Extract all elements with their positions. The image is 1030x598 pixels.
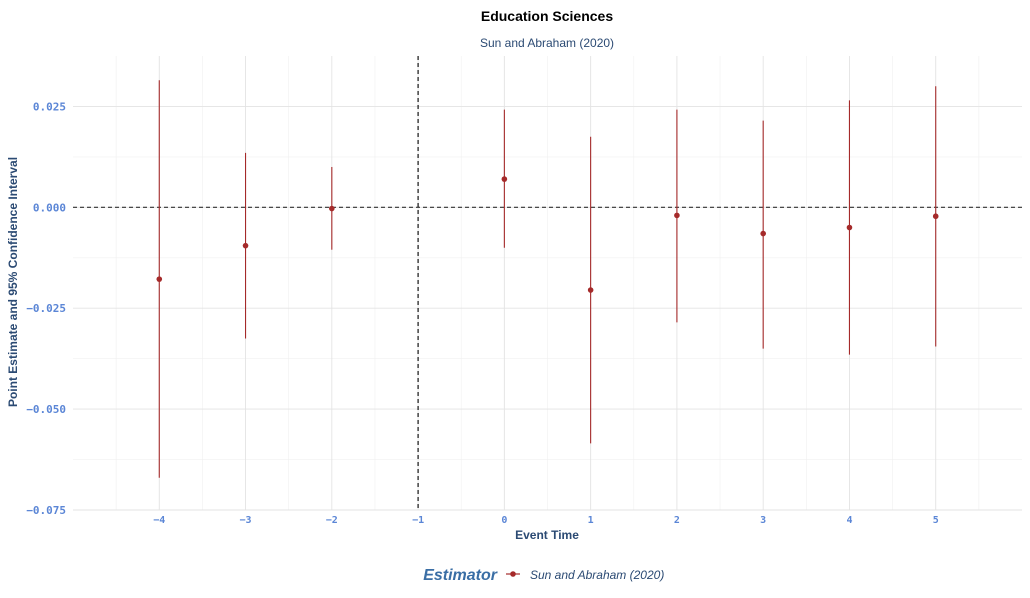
series-sun-abraham bbox=[156, 80, 939, 478]
point-estimate bbox=[329, 205, 335, 212]
x-tick-label: 4 bbox=[846, 515, 852, 526]
point-estimate bbox=[242, 242, 249, 249]
chart-subtitle: Sun and Abraham (2020) bbox=[480, 36, 614, 50]
x-axis-label: Event Time bbox=[515, 528, 579, 542]
legend: Estimator Sun and Abraham (2020) bbox=[423, 567, 664, 584]
point-estimate bbox=[674, 212, 680, 219]
y-tick-label: 0.000 bbox=[33, 201, 66, 214]
x-axis-ticks: −4 −3 −2 −1 0 1 2 3 4 5 bbox=[153, 515, 938, 526]
point-estimate bbox=[156, 276, 163, 282]
x-tick-label: −2 bbox=[326, 515, 338, 526]
legend-entry-label: Sun and Abraham (2020) bbox=[530, 568, 664, 582]
x-tick-label: 5 bbox=[933, 515, 939, 526]
x-tick-label: 1 bbox=[588, 515, 594, 526]
grid-lines bbox=[73, 56, 1022, 511]
chart-title: Education Sciences bbox=[481, 8, 613, 24]
x-tick-label: −3 bbox=[240, 515, 252, 526]
y-axis-ticks: −0.075 −0.050 −0.025 0.000 0.025 bbox=[26, 100, 66, 517]
point-estimate bbox=[932, 213, 939, 220]
x-tick-label: −4 bbox=[153, 515, 165, 526]
y-tick-label: −0.075 bbox=[26, 504, 66, 517]
y-tick-label: −0.050 bbox=[26, 403, 66, 416]
point-estimate bbox=[760, 230, 766, 237]
x-tick-label: 2 bbox=[674, 515, 680, 526]
legend-key-point bbox=[510, 571, 516, 577]
y-tick-label: −0.025 bbox=[26, 302, 66, 315]
point-estimate bbox=[587, 287, 594, 293]
x-tick-label: 3 bbox=[760, 515, 766, 526]
point-estimate bbox=[501, 176, 508, 182]
x-tick-label: 0 bbox=[501, 515, 507, 526]
y-axis-label: Point Estimate and 95% Confidence Interv… bbox=[6, 157, 20, 407]
point-estimate bbox=[846, 224, 853, 231]
legend-title: Estimator bbox=[423, 567, 498, 584]
y-tick-label: 0.025 bbox=[33, 100, 66, 113]
x-tick-label: −1 bbox=[412, 515, 424, 526]
reference-lines bbox=[73, 56, 1022, 510]
